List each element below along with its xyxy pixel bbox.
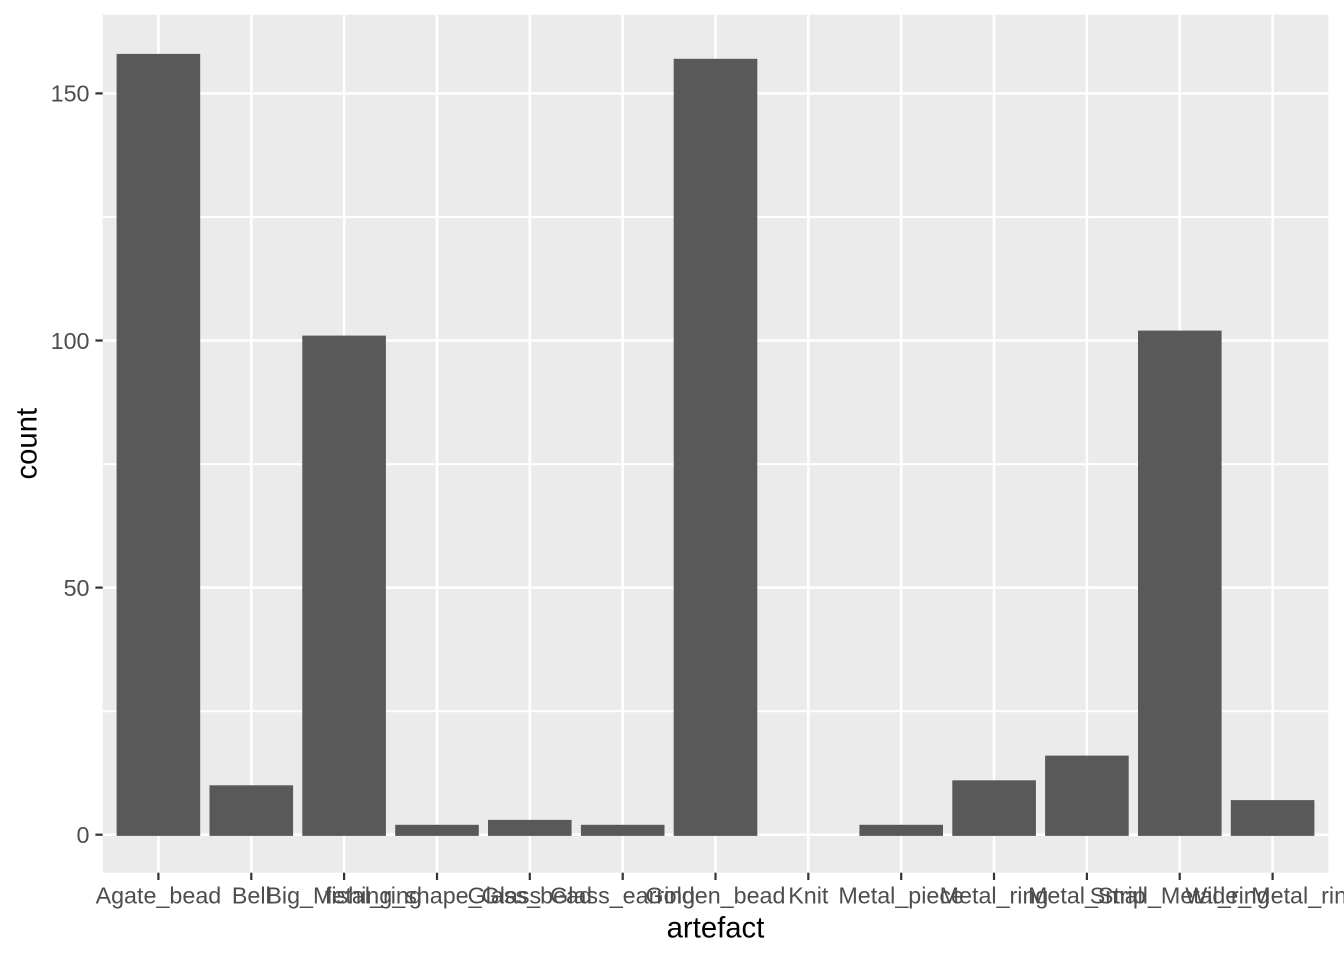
svg-text:Wide_Metal_ring: Wide_Metal_ring bbox=[1185, 883, 1344, 909]
svg-text:0: 0 bbox=[77, 822, 90, 848]
svg-text:Metal_Strip: Metal_Strip bbox=[1028, 883, 1146, 909]
svg-text:Golden_bead: Golden_bead bbox=[646, 883, 786, 909]
svg-text:count: count bbox=[11, 408, 44, 480]
svg-text:Metal_piece: Metal_piece bbox=[838, 883, 964, 909]
svg-text:50: 50 bbox=[64, 575, 90, 601]
svg-text:Knit: Knit bbox=[788, 883, 829, 909]
svg-text:Glass_bead: Glass_bead bbox=[468, 883, 592, 909]
svg-text:Metal_ring: Metal_ring bbox=[940, 883, 1049, 909]
svg-text:Glass_earring: Glass_earring bbox=[550, 883, 695, 909]
svg-text:Agate_bead: Agate_bead bbox=[96, 883, 222, 909]
svg-text:Small_Metal_ring: Small_Metal_ring bbox=[1090, 883, 1270, 909]
svg-text:100: 100 bbox=[51, 328, 90, 354]
svg-text:Bell: Bell bbox=[232, 883, 271, 909]
svg-text:150: 150 bbox=[51, 81, 90, 107]
svg-text:fishing_shape_Glass: fishing_shape_Glass bbox=[325, 883, 541, 909]
svg-text:artefact: artefact bbox=[667, 912, 765, 945]
svg-text:Big_Metal_ring: Big_Metal_ring bbox=[266, 883, 421, 909]
